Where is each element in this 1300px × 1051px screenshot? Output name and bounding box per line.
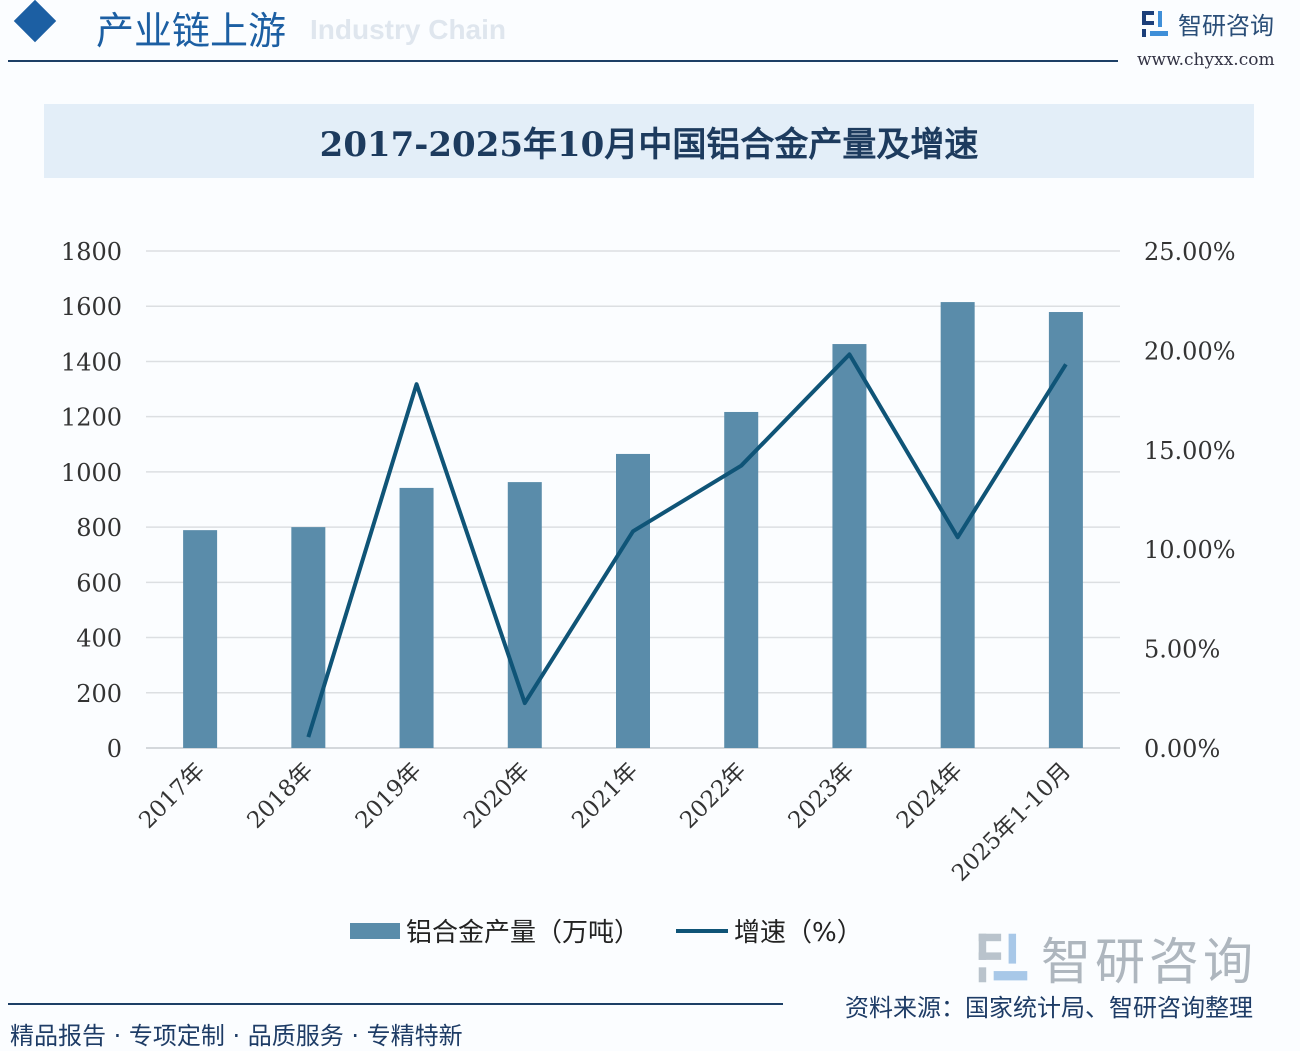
legend-bar-swatch [350,923,400,939]
y-right-tick-label: 25.00% [1144,238,1236,266]
bar [832,344,866,748]
y-left-tick-label: 1400 [61,348,122,376]
y-left-tick-label: 1200 [61,404,122,432]
bar [724,412,758,748]
legend: 铝合金产量（万吨） 增速（%） [350,912,863,949]
watermark: 智研咨询 [975,922,1257,994]
x-tick-label: 2017年 [134,758,210,834]
bar [291,527,325,748]
footer-slogan: 精品报告 · 专项定制 · 品质服务 · 专精特新 [10,1016,463,1051]
bar [616,454,650,748]
y-left-tick-label: 1600 [61,293,122,321]
legend-line-swatch [676,929,728,933]
y-left-tick-label: 400 [76,625,122,653]
source-note: 资料来源：国家统计局、智研咨询整理 [845,988,1253,1023]
bar [941,302,975,748]
bar [1049,312,1083,748]
y-right-tick-label: 10.00% [1144,536,1236,564]
chart: 0 200 400 600 800 1000 1200 1400 1600 1800 0.00% 5.… [0,0,1300,905]
x-tick-label: 2024年 [892,758,968,834]
y-right-tick-label: 0.00% [1144,735,1220,763]
y-left-tick-label: 600 [76,569,122,597]
y-right-tick-label: 20.00% [1144,337,1236,365]
y-left-tick-label: 0 [107,735,122,763]
bar [508,482,542,748]
x-tick-label: 2023年 [784,758,860,834]
x-tick-label: 2022年 [675,758,751,834]
x-tick-label: 2019年 [351,758,427,834]
x-tick-label: 2021年 [567,758,643,834]
legend-bar-label: 铝合金产量（万吨） [406,912,640,949]
y-left-tick-label: 800 [76,514,122,542]
footer-divider [8,1003,783,1005]
bar [183,530,217,748]
x-tick-label: 2020年 [459,758,535,834]
legend-line-label: 增速（%） [734,912,863,949]
bar [400,488,434,748]
y-left-tick-label: 1000 [61,459,122,487]
x-tick-label: 2018年 [243,758,319,834]
y-right-tick-label: 5.00% [1144,636,1220,664]
y-left-tick-label: 200 [76,680,122,708]
watermark-text: 智研咨询 [1041,922,1257,994]
watermark-logo-icon [975,930,1031,986]
y-left-tick-label: 1800 [61,238,122,266]
y-right-tick-label: 15.00% [1144,437,1236,465]
